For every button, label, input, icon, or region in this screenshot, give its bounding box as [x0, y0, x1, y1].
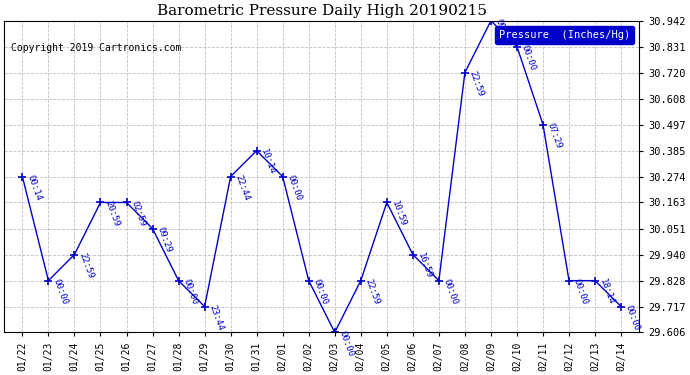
Text: 16:59: 16:59 [415, 252, 433, 280]
Text: 00:00: 00:00 [181, 278, 199, 306]
Text: 10:59: 10:59 [390, 200, 407, 228]
Text: 09:59: 09:59 [494, 18, 511, 46]
Text: 09:29: 09:29 [155, 226, 173, 254]
Text: 00:00: 00:00 [311, 278, 329, 306]
Legend: Pressure  (Inches/Hg): Pressure (Inches/Hg) [495, 26, 634, 44]
Text: 07:29: 07:29 [546, 122, 564, 150]
Text: 22:59: 22:59 [77, 252, 95, 280]
Text: 00:00: 00:00 [442, 278, 460, 306]
Text: 23:44: 23:44 [208, 304, 225, 332]
Text: Copyright 2019 Cartronics.com: Copyright 2019 Cartronics.com [10, 42, 181, 52]
Text: 00:00: 00:00 [337, 330, 355, 358]
Text: 18:14: 18:14 [598, 278, 615, 306]
Text: 02:59: 02:59 [129, 200, 147, 228]
Text: 00:00: 00:00 [572, 278, 589, 306]
Text: 20:59: 20:59 [104, 200, 121, 228]
Text: 00:00: 00:00 [520, 44, 538, 72]
Text: 10:14: 10:14 [259, 148, 277, 176]
Title: Barometric Pressure Daily High 20190215: Barometric Pressure Daily High 20190215 [157, 4, 486, 18]
Text: 00:00: 00:00 [286, 174, 303, 202]
Text: 00:14: 00:14 [25, 174, 43, 202]
Text: 00:00: 00:00 [624, 304, 642, 332]
Text: 00:00: 00:00 [51, 278, 69, 306]
Text: 22:59: 22:59 [468, 70, 485, 98]
Text: 22:44: 22:44 [233, 174, 251, 202]
Text: 22:59: 22:59 [364, 278, 381, 306]
